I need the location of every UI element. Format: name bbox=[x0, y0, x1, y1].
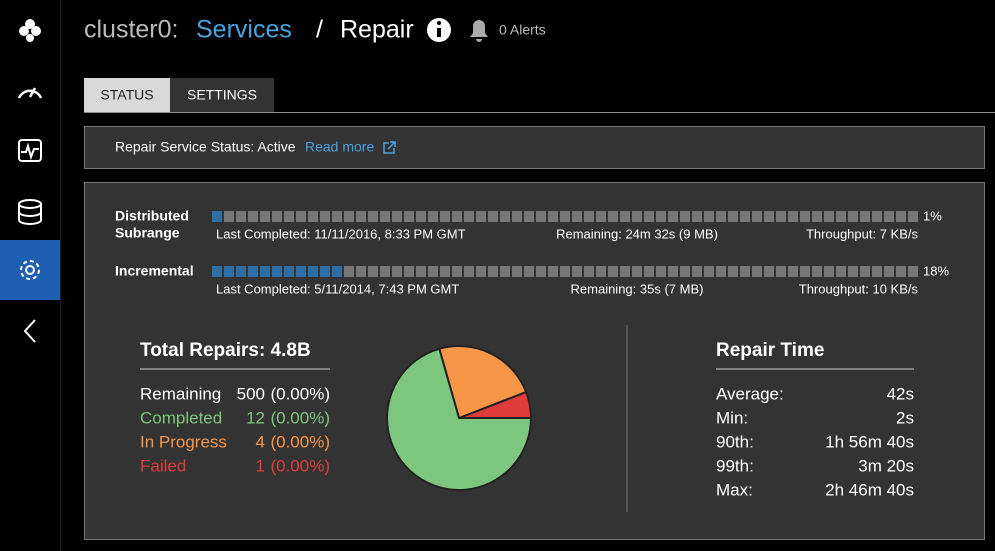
total-count: 1 bbox=[256, 456, 265, 475]
tab-label[interactable]: STATUS bbox=[100, 87, 153, 103]
time-label: Max: bbox=[716, 480, 753, 499]
total-percent: (0.00%) bbox=[270, 384, 330, 403]
time-value: 2s bbox=[896, 408, 914, 427]
repair-time-title: Repair Time bbox=[716, 340, 824, 361]
remaining: Remaining: 24m 32s (9 MB) bbox=[556, 226, 718, 241]
database-icon[interactable] bbox=[18, 199, 42, 225]
dashboard-icon[interactable] bbox=[17, 87, 43, 99]
page-title: Repair bbox=[340, 16, 414, 44]
activity-icon[interactable] bbox=[18, 139, 42, 162]
sidebar-edge bbox=[60, 0, 61, 551]
time-label: Min: bbox=[716, 408, 748, 427]
repair-name: Subrange bbox=[115, 225, 180, 241]
total-percent: (0.00%) bbox=[270, 456, 330, 475]
total-count: 4 bbox=[256, 432, 265, 451]
pie-slice bbox=[438, 345, 528, 420]
services-link[interactable]: Services bbox=[196, 16, 292, 44]
status-text: Repair Service Status: Active bbox=[115, 139, 296, 155]
external-link-icon[interactable] bbox=[383, 141, 396, 154]
total-percent: (0.00%) bbox=[270, 408, 330, 427]
separator: / bbox=[316, 16, 323, 44]
progress-bar bbox=[212, 211, 918, 222]
tab-label[interactable]: SETTINGS bbox=[187, 87, 257, 103]
logo[interactable] bbox=[19, 19, 41, 42]
time-value: 1h 56m 40s bbox=[825, 432, 914, 451]
time-label: Average: bbox=[716, 384, 784, 403]
throughput: Throughput: 7 KB/s bbox=[806, 226, 919, 241]
status-panel bbox=[84, 126, 985, 169]
total-count: 500 bbox=[237, 384, 265, 403]
active-nav[interactable] bbox=[0, 240, 60, 300]
time-label: 90th: bbox=[716, 432, 754, 451]
time-value: 3m 20s bbox=[858, 456, 914, 475]
collapse-icon[interactable] bbox=[23, 319, 36, 343]
progress-bar bbox=[212, 266, 918, 277]
total-label: Completed bbox=[140, 408, 222, 427]
total-label: In Progress bbox=[140, 432, 227, 451]
progress-label: 18% bbox=[923, 263, 949, 278]
total-percent: (0.00%) bbox=[270, 432, 330, 451]
repair-name: Distributed bbox=[115, 208, 189, 224]
time-value: 42s bbox=[887, 384, 914, 403]
totals-title: Total Repairs: 4.8B bbox=[140, 340, 311, 361]
total-count: 12 bbox=[246, 408, 265, 427]
total-label: Remaining bbox=[140, 384, 221, 403]
tab[interactable] bbox=[170, 78, 274, 112]
main-panel bbox=[84, 182, 985, 540]
info-icon[interactable] bbox=[427, 18, 451, 42]
time-value: 2h 46m 40s bbox=[825, 480, 914, 499]
total-label: Failed bbox=[140, 456, 186, 475]
remaining: Remaining: 35s (7 MB) bbox=[571, 281, 704, 296]
read-more-link[interactable]: Read more bbox=[305, 139, 374, 155]
repair-name: Incremental bbox=[115, 263, 194, 279]
tab-rule bbox=[84, 112, 995, 113]
last-completed: Last Completed: 11/11/2016, 8:33 PM GMT bbox=[216, 226, 466, 241]
cluster-name: cluster0: bbox=[84, 16, 178, 44]
pie-slice bbox=[386, 347, 533, 491]
tab-active[interactable] bbox=[84, 78, 170, 112]
time-label: 99th: bbox=[716, 456, 754, 475]
progress-label: 1% bbox=[923, 208, 942, 223]
bell-icon[interactable] bbox=[470, 20, 488, 42]
alerts[interactable]: 0 Alerts bbox=[499, 22, 546, 38]
throughput: Throughput: 10 KB/s bbox=[799, 281, 919, 296]
last-completed: Last Completed: 5/11/2014, 7:43 PM GMT bbox=[216, 281, 459, 296]
settings-icon[interactable] bbox=[20, 260, 40, 280]
